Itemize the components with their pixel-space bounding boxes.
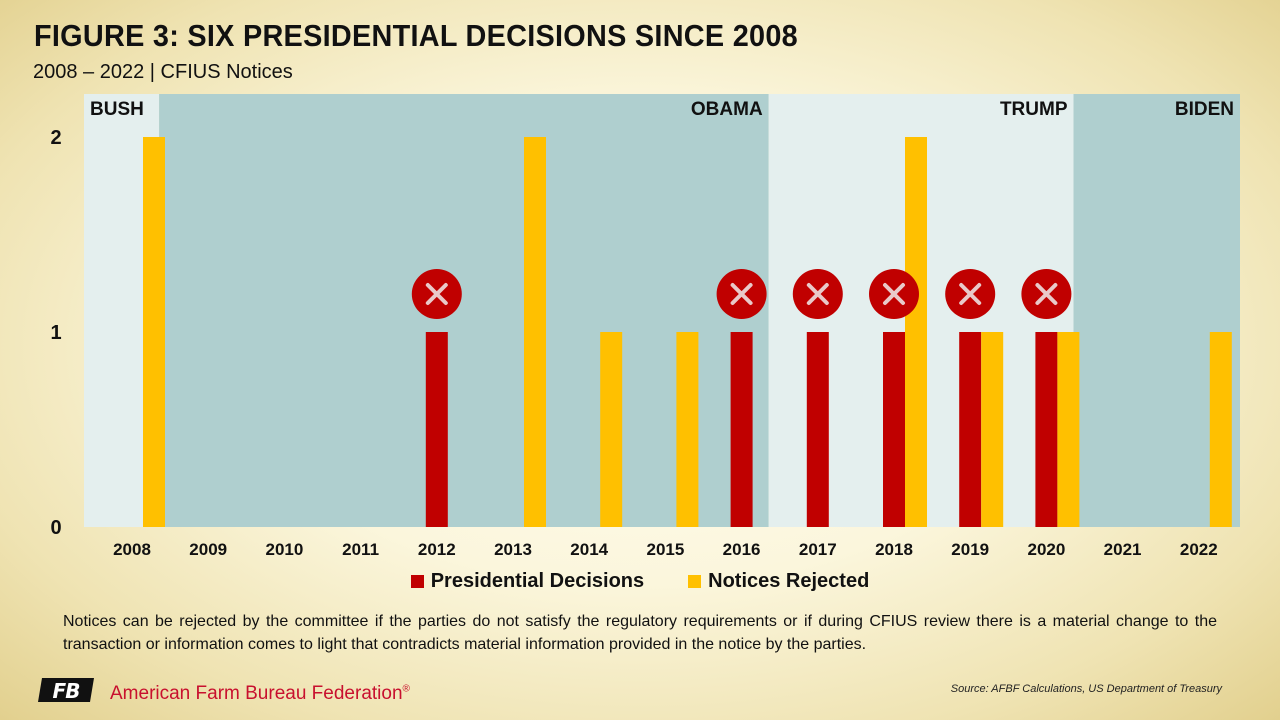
bar-notices-rejected <box>1209 332 1232 527</box>
x-tick-label: 2020 <box>1027 540 1065 559</box>
bar-presidential-decisions <box>425 332 448 527</box>
bar-notices-rejected <box>143 137 165 527</box>
footnote: Notices can be rejected by the committee… <box>63 613 1217 653</box>
bar-notices-rejected <box>676 332 699 527</box>
x-tick-label: 2015 <box>646 540 684 559</box>
chart-title: FIGURE 3: SIX PRESIDENTIAL DECISIONS SIN… <box>34 18 798 53</box>
decision-x-icon <box>730 283 753 305</box>
afbf-logo-icon: FB <box>38 678 94 703</box>
bar-notices-rejected <box>981 332 1004 527</box>
x-tick-label: 2016 <box>723 540 761 559</box>
x-tick-label: 2012 <box>418 540 456 559</box>
organization-name: American Farm Bureau Federation® <box>110 683 410 705</box>
decision-x-icon <box>1035 283 1058 305</box>
bar-presidential-decisions <box>730 332 753 527</box>
bar-notices-rejected <box>600 332 623 527</box>
chart-subtitle: 2008 – 2022 | CFIUS Notices <box>33 61 293 83</box>
bar-presidential-decisions <box>959 332 982 527</box>
x-tick-label: 2018 <box>875 540 913 559</box>
era-label-bush: BUSH <box>90 99 144 120</box>
chart-legend: Presidential Decisions Notices Rejected <box>0 570 1280 593</box>
decision-x-icon <box>806 283 829 305</box>
bar-presidential-decisions <box>883 332 905 527</box>
legend-label-presidential-decisions: Presidential Decisions <box>430 570 645 592</box>
x-tick-label: 2010 <box>265 540 303 559</box>
x-tick-label: 2011 <box>342 540 379 559</box>
x-tick-label: 2017 <box>799 540 837 559</box>
y-tick-label: 1 <box>50 322 61 344</box>
source-note: Source: AFBF Calculations, US Department… <box>950 683 1222 695</box>
trademark-symbol: ® <box>402 683 410 695</box>
x-tick-label: 2013 <box>494 540 532 559</box>
bar-chart: BUSH OBAMA TRUMP BIDEN 0 1 2 2008 2009 2010 2011 20… <box>50 94 1240 559</box>
legend-item-presidential-decisions: Presidential Decisions <box>410 570 645 593</box>
era-label-biden: BIDEN <box>1175 99 1234 120</box>
decision-x-icon <box>425 283 448 305</box>
bar-presidential-decisions <box>806 332 829 527</box>
x-tick-label: 2021 <box>1104 540 1142 559</box>
afbf-logo-text: FB <box>53 679 80 703</box>
organization-label: American Farm Bureau Federation <box>110 683 403 704</box>
decision-x-icon <box>883 283 905 305</box>
x-tick-label: 2022 <box>1180 540 1218 559</box>
era-band-obama <box>159 94 769 527</box>
y-tick-label: 0 <box>50 517 61 539</box>
era-label-obama: OBAMA <box>691 99 763 120</box>
x-tick-label: 2009 <box>189 540 227 559</box>
y-tick-label: 2 <box>50 127 61 149</box>
bar-notices-rejected <box>1057 332 1080 527</box>
legend-swatch-presidential-decisions <box>410 575 424 588</box>
x-tick-label: 2008 <box>113 540 151 559</box>
decision-x-icon <box>959 283 982 305</box>
bar-notices-rejected <box>524 137 546 527</box>
legend-swatch-notices-rejected <box>688 575 702 588</box>
legend-label-notices-rejected: Notices Rejected <box>708 570 870 592</box>
legend-item-notices-rejected: Notices Rejected <box>688 570 869 593</box>
era-label-trump: TRUMP <box>1000 99 1068 120</box>
bar-notices-rejected <box>905 137 927 527</box>
x-tick-label: 2014 <box>570 540 608 559</box>
bar-presidential-decisions <box>1035 332 1058 527</box>
x-tick-label: 2019 <box>951 540 989 559</box>
